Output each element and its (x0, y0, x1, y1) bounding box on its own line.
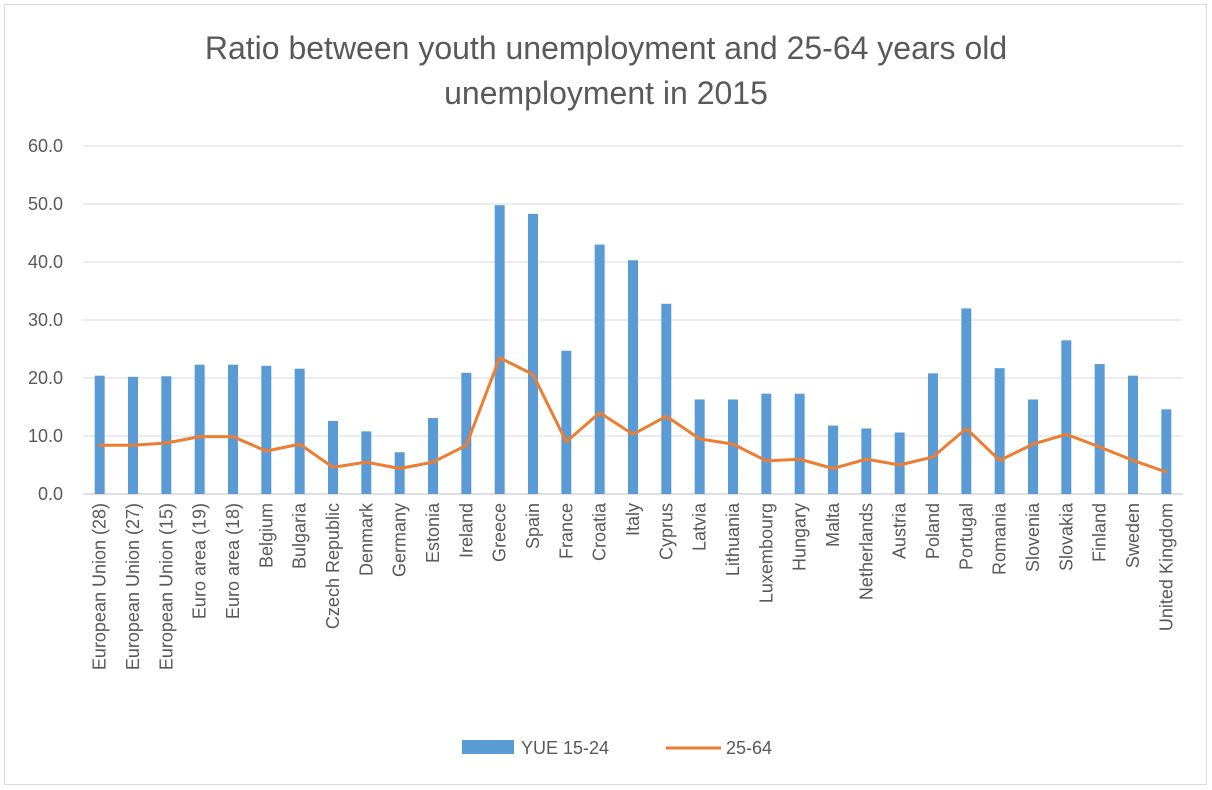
bar (228, 364, 238, 494)
x-tick-label: Luxembourg (756, 503, 776, 603)
bar (661, 303, 672, 494)
bar (928, 373, 938, 494)
legend-swatch-yue (462, 740, 514, 754)
y-tick-label: 0.0 (38, 484, 63, 504)
legend-label-25-64: 25-64 (726, 738, 772, 758)
x-tick-label: Denmark (356, 502, 376, 576)
bar (1061, 340, 1072, 494)
bar (1094, 364, 1105, 494)
x-tick-label: Italy (623, 503, 643, 536)
bar (261, 365, 272, 494)
x-tick-label: Netherlands (856, 503, 876, 600)
bar (394, 452, 405, 494)
x-tick-label: Austria (890, 502, 910, 559)
bar (861, 428, 872, 494)
bar (1028, 399, 1038, 494)
x-tick-label: Belgium (256, 503, 276, 568)
line-series-25-64 (98, 356, 1168, 474)
x-tick-label: Euro area (18) (223, 503, 243, 619)
chart-title-line-2: unemployment in 2015 (444, 75, 768, 111)
x-tick-label: European Union (15) (156, 503, 176, 670)
x-tick-label: Latvia (690, 502, 710, 551)
y-tick-label: 50.0 (28, 194, 63, 214)
bar (328, 420, 338, 494)
x-tick-label: Poland (923, 503, 943, 559)
bar (728, 399, 738, 494)
bar (761, 393, 772, 494)
x-tick-label: Sweden (1123, 503, 1143, 568)
bar (961, 308, 972, 494)
bar (461, 372, 472, 494)
bar-series (94, 205, 1172, 495)
x-tick-label: Portugal (956, 503, 976, 570)
bar (1128, 375, 1138, 494)
bar (294, 368, 305, 494)
bar (161, 376, 172, 494)
x-tick-label: United Kingdom (1156, 503, 1176, 631)
bar (128, 376, 138, 494)
legend: YUE 15-24 25-64 (462, 738, 772, 758)
y-tick-label: 10.0 (28, 426, 63, 446)
x-tick-label: Ireland (456, 503, 476, 558)
x-tick-label: Bulgaria (290, 502, 310, 569)
x-tick-label: Slovakia (1056, 502, 1076, 571)
y-tick-label: 40.0 (28, 252, 63, 272)
x-tick-label: Germany (390, 503, 410, 577)
x-tick-label: Hungary (790, 503, 810, 571)
x-tick-label: European Union (28) (90, 503, 110, 670)
bar (628, 260, 638, 494)
y-tick-label: 20.0 (28, 368, 63, 388)
x-tick-label: Finland (1090, 503, 1110, 562)
x-axis-ticks: European Union (28) European Union (27) Eu… (90, 502, 1177, 670)
x-tick-label: Cyprus (656, 503, 676, 560)
x-tick-label: Lithuania (723, 502, 743, 576)
legend-label-yue: YUE 15-24 (521, 738, 609, 758)
y-tick-label: 30.0 (28, 310, 63, 330)
x-tick-label: Croatia (590, 502, 610, 561)
x-tick-label: Slovenia (1023, 502, 1043, 572)
bar (94, 375, 105, 494)
bar (528, 213, 538, 495)
bar (1161, 409, 1172, 494)
x-tick-label: Estonia (423, 502, 443, 563)
x-tick-label: Czech Republic (323, 503, 343, 629)
bar (594, 244, 605, 494)
y-tick-label: 60.0 (28, 136, 63, 156)
x-tick-label: Euro area (19) (190, 503, 210, 619)
x-tick-label: Romania (990, 502, 1010, 575)
x-tick-label: France (556, 503, 576, 559)
y-axis-ticks: 0.0 10.0 20.0 30.0 40.0 50.0 60.0 (28, 136, 63, 504)
x-tick-label: Greece (490, 503, 510, 562)
bar (494, 205, 505, 494)
bar (994, 368, 1005, 494)
bar (794, 393, 805, 494)
bar (194, 364, 205, 494)
bar (561, 350, 572, 494)
bar (828, 425, 838, 494)
x-tick-label: European Union (27) (123, 503, 143, 670)
x-tick-label: Spain (523, 503, 543, 549)
bar (428, 418, 438, 494)
bar (694, 399, 705, 494)
bar (894, 432, 905, 494)
chart-title-line-1: Ratio between youth unemployment and 25-… (205, 30, 1007, 66)
x-tick-label: Malta (823, 502, 843, 547)
